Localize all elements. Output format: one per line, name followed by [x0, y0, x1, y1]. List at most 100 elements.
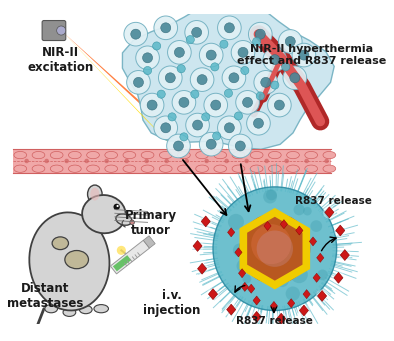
- Ellipse shape: [268, 165, 281, 172]
- Circle shape: [64, 159, 69, 163]
- Circle shape: [241, 66, 249, 75]
- Polygon shape: [334, 272, 343, 283]
- Polygon shape: [61, 31, 154, 139]
- Circle shape: [251, 241, 269, 259]
- Ellipse shape: [287, 151, 299, 159]
- Circle shape: [236, 90, 259, 114]
- Ellipse shape: [196, 165, 208, 172]
- Circle shape: [45, 159, 49, 163]
- Circle shape: [231, 41, 255, 64]
- Ellipse shape: [87, 151, 99, 159]
- Ellipse shape: [32, 151, 45, 159]
- Bar: [134, 254, 138, 258]
- Text: Primary
tumor: Primary tumor: [125, 209, 177, 237]
- Ellipse shape: [79, 306, 92, 314]
- Polygon shape: [336, 225, 345, 236]
- Circle shape: [279, 30, 302, 53]
- Circle shape: [250, 311, 263, 323]
- Ellipse shape: [250, 165, 263, 172]
- Circle shape: [152, 42, 161, 50]
- Circle shape: [204, 93, 228, 117]
- Circle shape: [191, 240, 204, 252]
- Circle shape: [338, 249, 351, 262]
- Polygon shape: [277, 313, 286, 324]
- Circle shape: [125, 159, 129, 163]
- Circle shape: [266, 189, 277, 201]
- Polygon shape: [193, 240, 202, 251]
- Circle shape: [167, 134, 190, 158]
- Polygon shape: [235, 248, 242, 257]
- Circle shape: [256, 231, 293, 267]
- Ellipse shape: [29, 212, 110, 310]
- Ellipse shape: [160, 151, 172, 159]
- Ellipse shape: [214, 165, 227, 172]
- Circle shape: [168, 113, 176, 121]
- Polygon shape: [208, 289, 217, 300]
- Circle shape: [143, 66, 152, 75]
- Circle shape: [253, 118, 264, 128]
- Circle shape: [241, 258, 251, 268]
- Circle shape: [164, 159, 169, 163]
- Circle shape: [158, 66, 182, 90]
- Circle shape: [165, 73, 175, 83]
- Circle shape: [284, 159, 289, 163]
- Bar: [110, 240, 149, 274]
- Circle shape: [269, 218, 281, 230]
- Ellipse shape: [90, 188, 99, 201]
- Ellipse shape: [105, 151, 117, 159]
- Circle shape: [310, 220, 322, 232]
- Polygon shape: [247, 284, 255, 293]
- Circle shape: [186, 113, 209, 137]
- Polygon shape: [325, 207, 334, 218]
- Ellipse shape: [32, 165, 45, 172]
- Ellipse shape: [305, 151, 318, 159]
- Circle shape: [117, 246, 126, 255]
- Circle shape: [271, 81, 279, 89]
- Text: R837 release: R837 release: [236, 316, 313, 326]
- Circle shape: [154, 116, 178, 139]
- Ellipse shape: [69, 165, 81, 172]
- Polygon shape: [340, 250, 349, 261]
- Circle shape: [126, 71, 150, 94]
- Ellipse shape: [141, 151, 154, 159]
- Polygon shape: [303, 290, 310, 299]
- Ellipse shape: [160, 165, 172, 172]
- Circle shape: [113, 204, 120, 210]
- Circle shape: [229, 73, 239, 83]
- Text: R837 release: R837 release: [296, 195, 372, 206]
- Circle shape: [140, 93, 164, 117]
- Circle shape: [263, 48, 287, 71]
- Circle shape: [233, 243, 246, 257]
- Bar: [143, 236, 155, 248]
- Ellipse shape: [214, 151, 227, 159]
- Bar: [124, 263, 127, 266]
- Circle shape: [217, 116, 241, 139]
- Circle shape: [124, 23, 148, 46]
- Circle shape: [212, 132, 221, 140]
- Ellipse shape: [123, 151, 136, 159]
- Polygon shape: [299, 305, 309, 316]
- Circle shape: [134, 77, 143, 87]
- Circle shape: [173, 141, 184, 151]
- Ellipse shape: [105, 165, 117, 172]
- Polygon shape: [318, 291, 327, 301]
- Circle shape: [323, 206, 336, 219]
- Circle shape: [251, 224, 291, 264]
- Ellipse shape: [305, 165, 318, 172]
- Polygon shape: [253, 296, 260, 305]
- Circle shape: [292, 43, 316, 67]
- Ellipse shape: [45, 305, 58, 313]
- Circle shape: [193, 120, 203, 130]
- Polygon shape: [317, 253, 324, 262]
- Circle shape: [249, 254, 266, 272]
- Circle shape: [172, 90, 196, 114]
- Ellipse shape: [141, 165, 154, 172]
- Polygon shape: [313, 273, 320, 282]
- Circle shape: [285, 227, 296, 237]
- Bar: [113, 255, 131, 271]
- Circle shape: [317, 269, 328, 280]
- Circle shape: [199, 43, 223, 67]
- Circle shape: [184, 159, 189, 163]
- Ellipse shape: [323, 151, 336, 159]
- Circle shape: [290, 266, 308, 283]
